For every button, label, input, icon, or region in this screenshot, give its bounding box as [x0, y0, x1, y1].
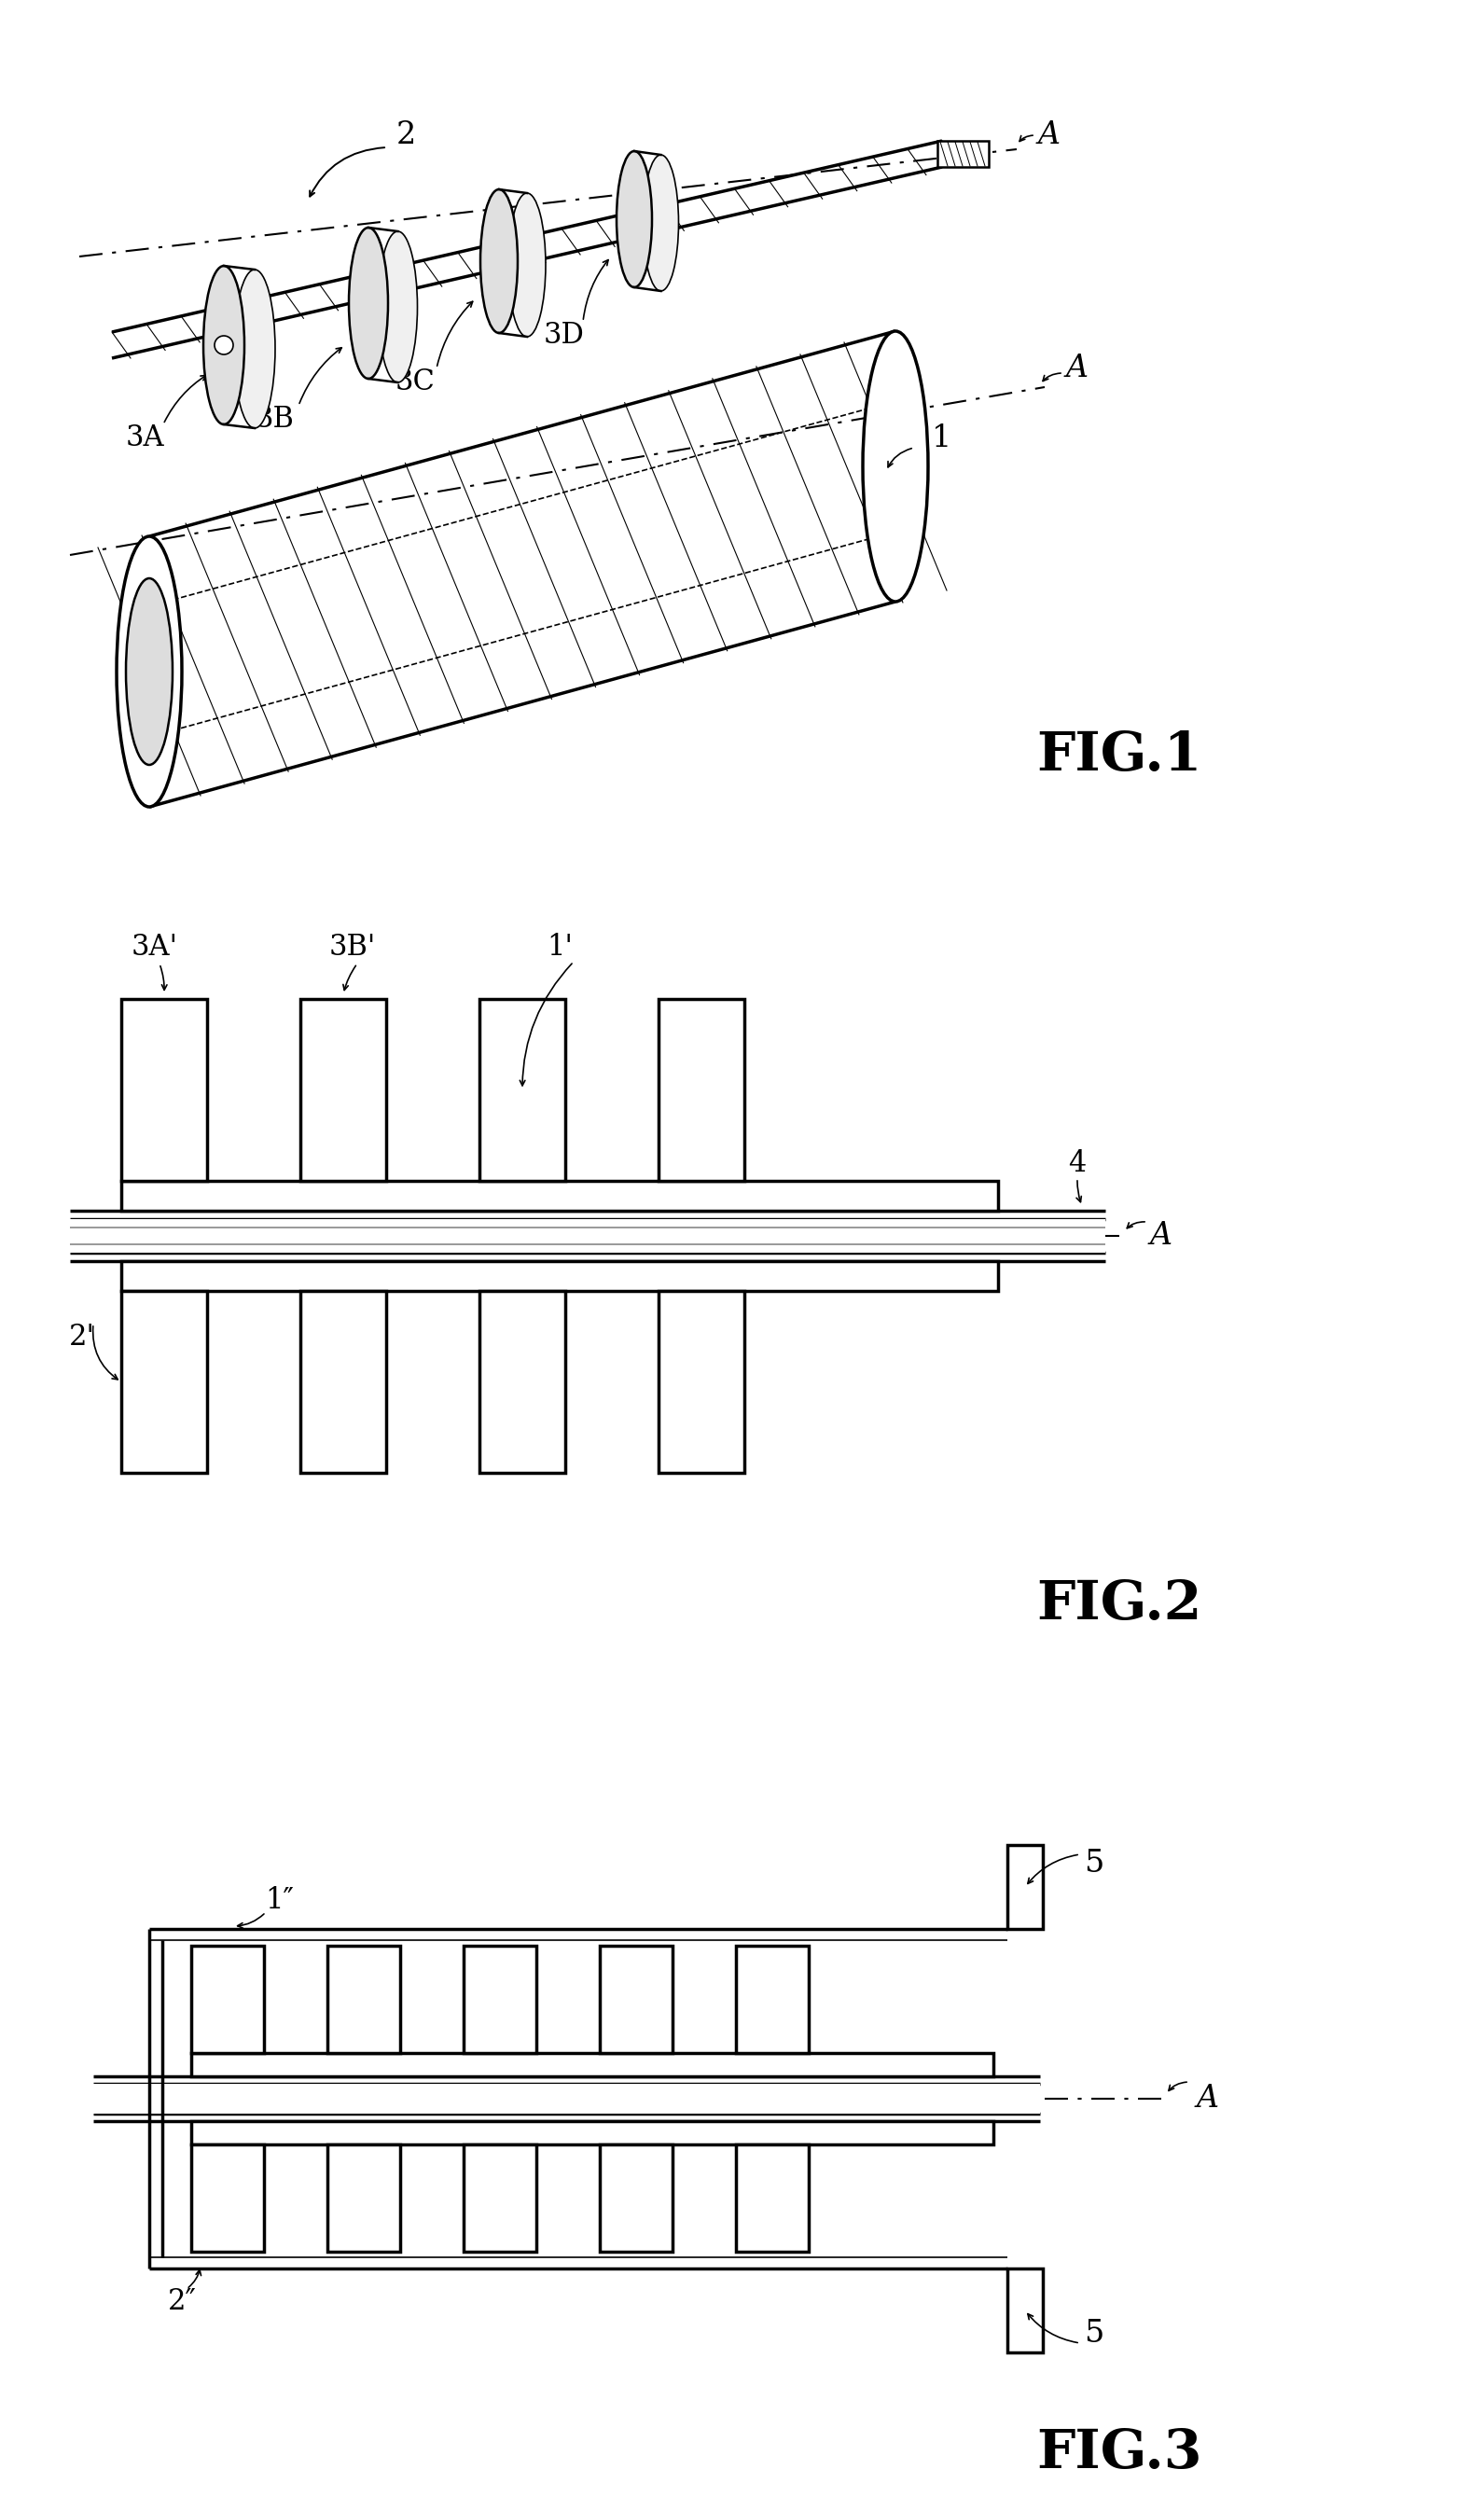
Ellipse shape: [349, 229, 387, 379]
Ellipse shape: [481, 188, 518, 334]
Bar: [70, 1220, 1106, 1253]
Bar: [300, 1291, 386, 1474]
Bar: [328, 1946, 401, 2054]
Text: 1': 1': [546, 934, 573, 962]
Bar: [736, 2144, 809, 2252]
Text: 3C: 3C: [395, 369, 435, 397]
Bar: [191, 2122, 993, 2144]
Text: A: A: [1150, 1220, 1172, 1250]
Bar: [463, 2144, 536, 2252]
Bar: [191, 1946, 264, 2054]
Bar: [122, 1180, 999, 1210]
Text: 5: 5: [1085, 1848, 1104, 1878]
Text: FIG.1: FIG.1: [1036, 728, 1202, 781]
Bar: [659, 1291, 745, 1474]
Bar: [938, 141, 988, 166]
Ellipse shape: [215, 336, 233, 354]
Ellipse shape: [862, 331, 928, 603]
Bar: [659, 999, 745, 1180]
Text: 3B': 3B': [329, 934, 375, 962]
Bar: [479, 999, 565, 1180]
Text: FIG.2: FIG.2: [1036, 1579, 1202, 1630]
Bar: [122, 1291, 208, 1474]
Bar: [191, 2144, 264, 2252]
Text: 3A': 3A': [132, 934, 178, 962]
Ellipse shape: [203, 266, 245, 424]
Bar: [479, 1291, 565, 1474]
Text: 2: 2: [396, 121, 416, 151]
Bar: [122, 1261, 999, 1291]
Bar: [93, 2084, 1040, 2114]
Bar: [191, 2054, 993, 2077]
Text: 4: 4: [1068, 1150, 1086, 1178]
Bar: [600, 1946, 672, 2054]
Text: 5: 5: [1085, 2318, 1104, 2348]
Bar: [1008, 2267, 1043, 2353]
Text: A: A: [1196, 2084, 1220, 2114]
Bar: [300, 999, 386, 1180]
Text: A: A: [1066, 354, 1089, 384]
Ellipse shape: [234, 269, 275, 429]
Bar: [1008, 1846, 1043, 1928]
Text: A: A: [1039, 121, 1061, 151]
Bar: [328, 2144, 401, 2252]
Text: 3B: 3B: [255, 404, 295, 434]
Text: 3D: 3D: [543, 321, 585, 349]
Text: 1: 1: [932, 424, 951, 454]
Text: FIG.3: FIG.3: [1036, 2428, 1202, 2478]
Bar: [463, 1946, 536, 2054]
Ellipse shape: [509, 193, 546, 336]
Ellipse shape: [126, 578, 172, 766]
Text: 1″: 1″: [266, 1886, 294, 1916]
Ellipse shape: [643, 156, 678, 291]
Ellipse shape: [378, 231, 417, 382]
Bar: [122, 999, 208, 1180]
Bar: [736, 1946, 809, 2054]
Bar: [600, 2144, 672, 2252]
Text: 2″: 2″: [168, 2288, 196, 2315]
Text: 2': 2': [70, 1323, 95, 1351]
Ellipse shape: [117, 537, 183, 806]
Text: 3A: 3A: [125, 424, 165, 452]
Ellipse shape: [616, 151, 651, 286]
